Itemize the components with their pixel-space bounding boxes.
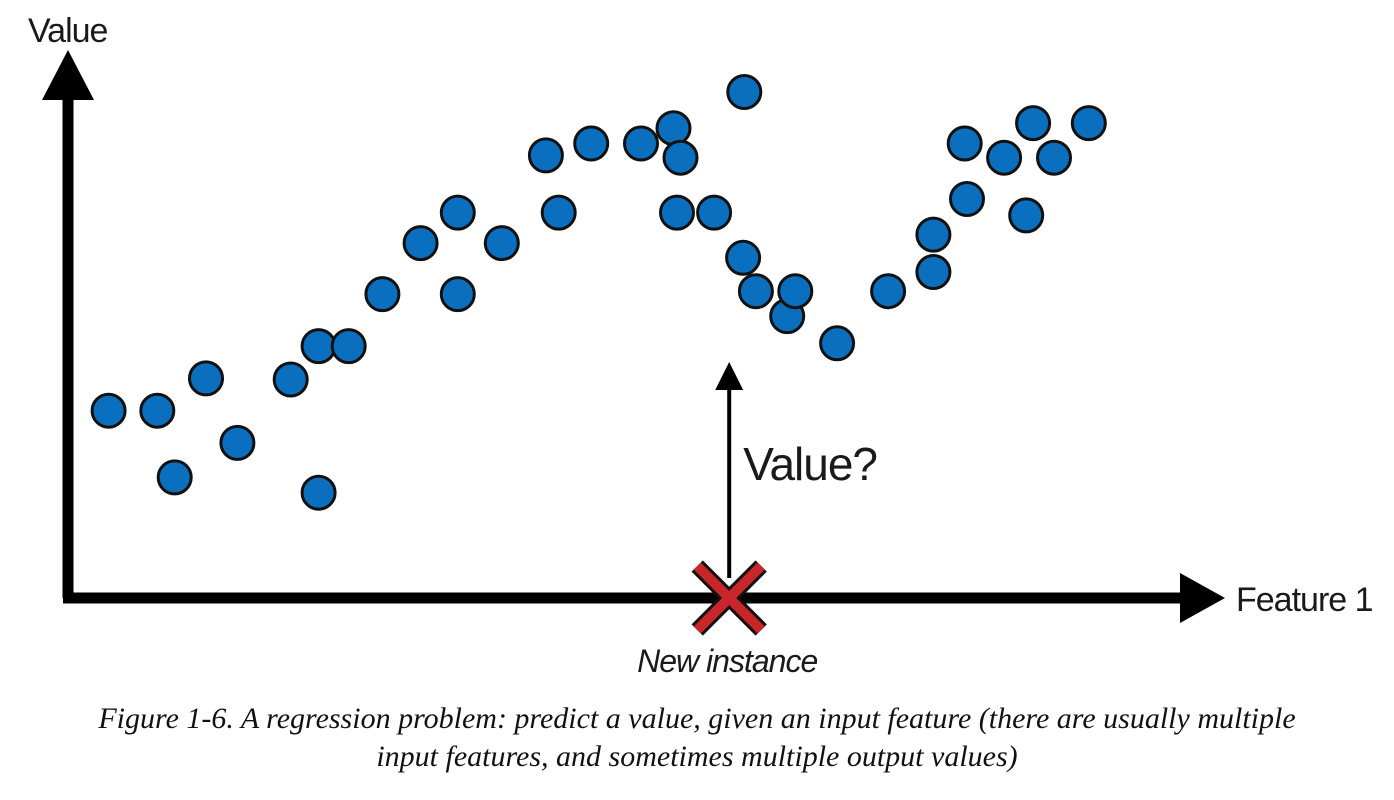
- data-point: [726, 74, 763, 110]
- cross-stroke-2: [693, 562, 765, 634]
- data-point: [527, 137, 564, 174]
- data-point: [300, 328, 337, 365]
- query-arrowhead: [715, 362, 744, 390]
- data-point: [156, 459, 193, 496]
- data-point: [915, 254, 952, 290]
- regression-figure: Value Feature 1 Value? New instance: [28, 12, 1374, 679]
- data-point: [439, 194, 476, 231]
- data-point: [483, 225, 520, 262]
- data-point: [1070, 105, 1107, 142]
- data-point: [540, 194, 577, 231]
- query-arrow: Value?: [715, 362, 878, 578]
- data-points: [90, 74, 1107, 511]
- new-instance-label: New instance: [637, 643, 817, 679]
- y-axis-arrowhead: [42, 50, 94, 100]
- data-point: [949, 181, 985, 217]
- y-axis-label: Value: [28, 12, 108, 50]
- data-point: [946, 125, 983, 162]
- data-point: [725, 239, 762, 276]
- data-point: [219, 424, 256, 461]
- value-question-label: Value?: [743, 438, 877, 490]
- data-point: [777, 273, 814, 310]
- caption-line-2: input features, and sometimes multiple o…: [376, 740, 1018, 773]
- data-point: [870, 273, 907, 310]
- data-point: [1015, 105, 1052, 142]
- data-point: [364, 276, 401, 313]
- data-point: [1008, 197, 1045, 234]
- data-point: [696, 194, 733, 231]
- data-point: [573, 125, 610, 162]
- data-point: [737, 273, 774, 310]
- data-point: [330, 328, 367, 365]
- data-point: [188, 360, 224, 397]
- data-point: [1036, 139, 1072, 176]
- data-point: [300, 474, 337, 511]
- data-point: [819, 325, 856, 362]
- x-axis-label: Feature 1: [1236, 581, 1373, 619]
- data-point: [272, 361, 309, 398]
- data-point: [90, 392, 127, 429]
- figure-caption: Figure 1-6. A regression problem: predic…: [0, 700, 1394, 776]
- data-point: [986, 139, 1023, 176]
- data-point: [623, 125, 659, 162]
- data-point: [439, 276, 476, 313]
- data-point: [659, 194, 695, 231]
- data-point: [662, 139, 699, 176]
- data-point: [655, 110, 692, 147]
- x-axis-arrowhead: [1180, 573, 1225, 623]
- new-instance-marker: [691, 560, 767, 636]
- data-point: [139, 392, 176, 429]
- data-point: [402, 225, 439, 262]
- data-point: [915, 216, 952, 253]
- caption-line-1: Figure 1-6. A regression problem: predic…: [98, 702, 1296, 735]
